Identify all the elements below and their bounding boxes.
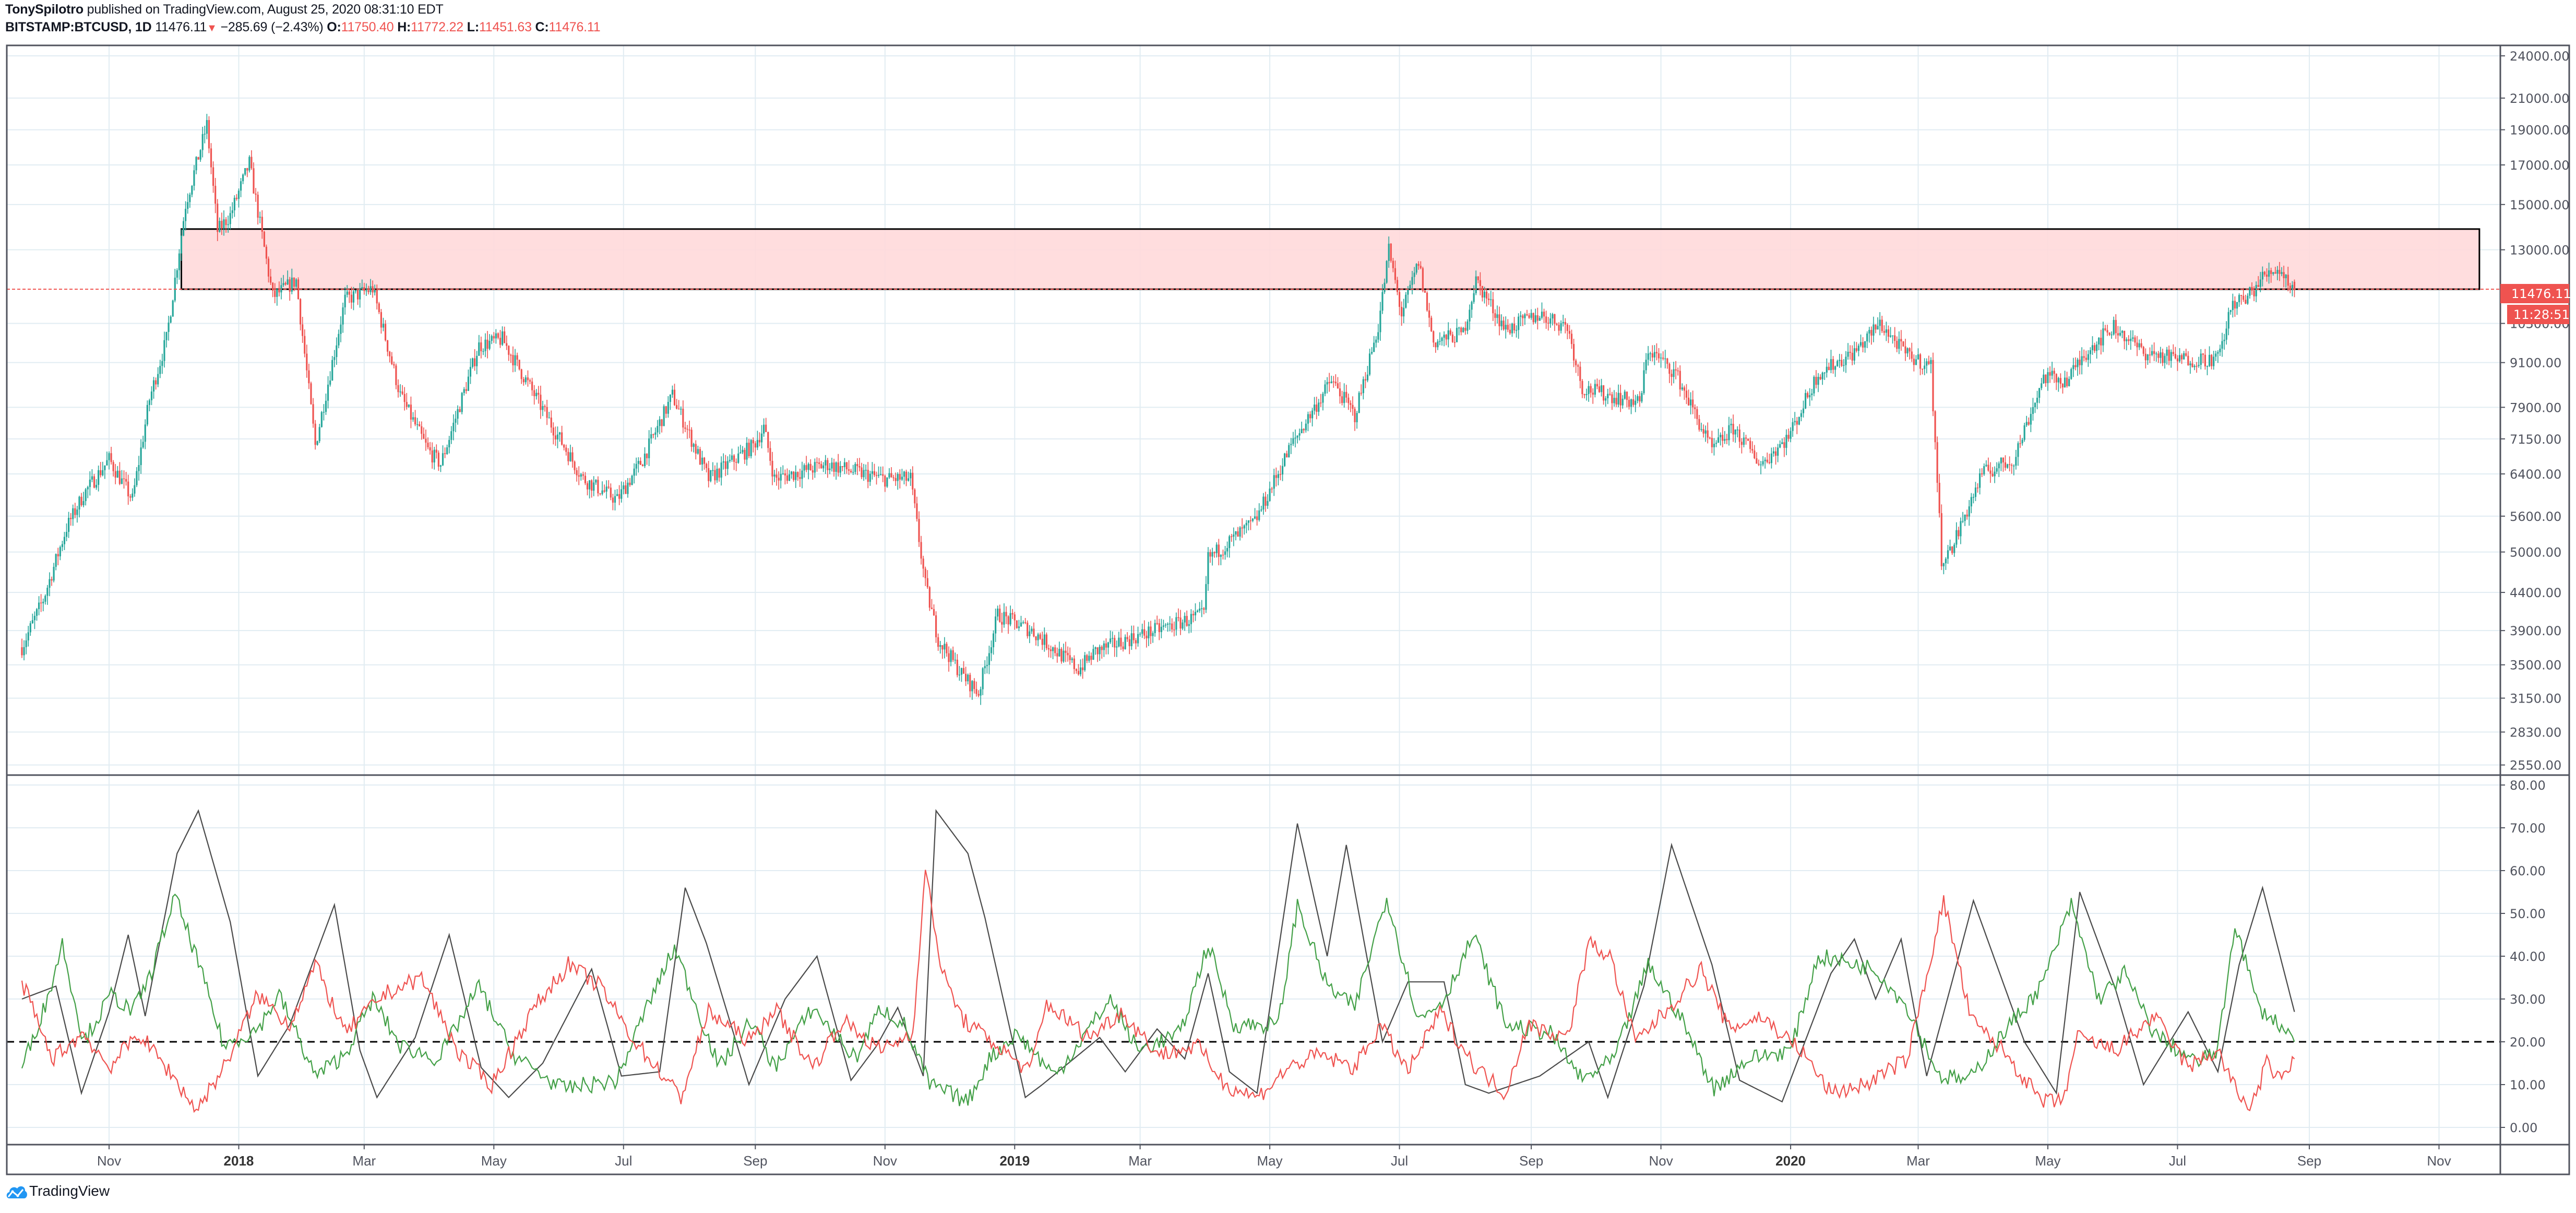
last-price: 11476.11 xyxy=(155,20,207,34)
current-price-tag-text: 11476.11 xyxy=(2511,287,2571,301)
time-axis-label: 2018 xyxy=(224,1153,254,1169)
countdown-tag xyxy=(2507,305,2569,324)
tradingview-logo-text: TradingView xyxy=(29,1183,110,1199)
tradingview-cloud-icon xyxy=(6,1186,27,1198)
time-axis-label: 2019 xyxy=(999,1153,1030,1169)
price-change: −285.69 (−2.43%) xyxy=(220,20,324,34)
indicator-axis-label: 60.00 xyxy=(2510,864,2546,878)
price-axis-label: 3500.00 xyxy=(2510,658,2561,673)
time-axis-label: Sep xyxy=(1519,1153,1543,1169)
price-axis-label: 5000.00 xyxy=(2510,545,2561,560)
price-tags: 11476.11 11:28:51 xyxy=(2500,284,2571,324)
publish-info: TonySpilotro published on TradingView.co… xyxy=(5,2,444,17)
indicator-axis-label: 50.00 xyxy=(2510,907,2546,921)
price-axis-label: 15000.00 xyxy=(2510,198,2570,212)
high-label: H: xyxy=(397,20,411,34)
time-axis-label: Jul xyxy=(615,1153,632,1169)
time-axis-label: Jul xyxy=(2169,1153,2186,1169)
grid-lines xyxy=(7,45,2500,1145)
price-axis-label: 3900.00 xyxy=(2510,624,2561,638)
indicator-axis-label: 20.00 xyxy=(2510,1035,2546,1050)
time-axis-label: May xyxy=(2035,1153,2060,1169)
price-axis-label: 19000.00 xyxy=(2510,123,2570,138)
indicator-axis-label: 0.00 xyxy=(2510,1121,2537,1135)
time-axis[interactable]: Nov 2018 Mar May Jul Sep Nov 2019 Mar May Jul Sep No… xyxy=(97,1145,2451,1169)
price-axis-label: 3150.00 xyxy=(2510,692,2561,706)
indicator-axis[interactable]: 80.00 70.00 60.00 50.00 40.00 30.00 20.00 10.00… xyxy=(2500,778,2546,1135)
publish-text: published on TradingView.com, August 25,… xyxy=(83,2,444,17)
resistance-zone-rectangle[interactable] xyxy=(180,228,2480,290)
time-axis-label: Mar xyxy=(1128,1153,1152,1169)
open-label: O: xyxy=(327,20,341,34)
price-axis-label: 6400.00 xyxy=(2510,467,2561,482)
low-label: L: xyxy=(467,20,479,34)
open-value: 11750.40 xyxy=(341,20,394,34)
time-axis-label: May xyxy=(481,1153,507,1169)
price-axis-label: 2830.00 xyxy=(2510,725,2561,740)
high-value: 11772.22 xyxy=(411,20,463,34)
price-axis[interactable]: 24000.00 21000.00 19000.00 17000.00 15000.00… xyxy=(2500,49,2570,773)
dmi-indicator-lines xyxy=(7,809,2500,1113)
price-axis-label: 7150.00 xyxy=(2510,432,2561,447)
indicator-axis-label: 80.00 xyxy=(2510,778,2546,793)
indicator-axis-label: 30.00 xyxy=(2510,992,2546,1007)
indicator-axis-label: 40.00 xyxy=(2510,949,2546,964)
price-axis-label: 2550.00 xyxy=(2510,758,2561,773)
time-axis-label: Sep xyxy=(743,1153,767,1169)
close-label: C: xyxy=(535,20,549,34)
indicator-axis-label: 70.00 xyxy=(2510,821,2546,836)
low-value: 11451.63 xyxy=(479,20,532,34)
time-axis-label: Nov xyxy=(97,1153,121,1169)
price-axis-label: 17000.00 xyxy=(2510,158,2570,173)
price-axis-label: 5600.00 xyxy=(2510,509,2561,524)
tradingview-logo[interactable]: TradingView xyxy=(6,1183,110,1199)
price-axis-label: 24000.00 xyxy=(2510,49,2570,64)
price-axis-label: 21000.00 xyxy=(2510,91,2570,106)
price-candles xyxy=(21,114,2296,705)
time-axis-label: 2020 xyxy=(1775,1153,1806,1169)
close-value: 11476.11 xyxy=(548,20,601,34)
author-name[interactable]: TonySpilotro xyxy=(5,2,84,17)
price-axis-label: 13000.00 xyxy=(2510,243,2570,258)
price-axis-label: 9100.00 xyxy=(2510,356,2561,371)
time-axis-label: Nov xyxy=(1649,1153,1673,1169)
time-axis-label: Nov xyxy=(873,1153,897,1169)
time-axis-label: Jul xyxy=(1391,1153,1408,1169)
time-axis-label: Mar xyxy=(1906,1153,1930,1169)
down-triangle-icon: ▼ xyxy=(207,22,217,34)
price-axis-label: 4400.00 xyxy=(2510,586,2561,600)
countdown-tag-text: 11:28:51 xyxy=(2513,307,2570,322)
symbol-legend: BITSTAMP:BTCUSD, 1D 11476.11▼ −285.69 (−… xyxy=(5,20,601,35)
symbol-name: BITSTAMP:BTCUSD, 1D xyxy=(5,20,152,34)
price-axis-label: 7900.00 xyxy=(2510,400,2561,415)
current-price-tag xyxy=(2500,284,2569,303)
time-axis-label: Sep xyxy=(2297,1153,2321,1169)
indicator-axis-label: 10.00 xyxy=(2510,1078,2546,1092)
time-axis-label: Mar xyxy=(352,1153,376,1169)
chart-frame xyxy=(6,44,2570,1175)
time-axis-label: May xyxy=(1257,1153,1283,1169)
time-axis-label: Nov xyxy=(2427,1153,2451,1169)
